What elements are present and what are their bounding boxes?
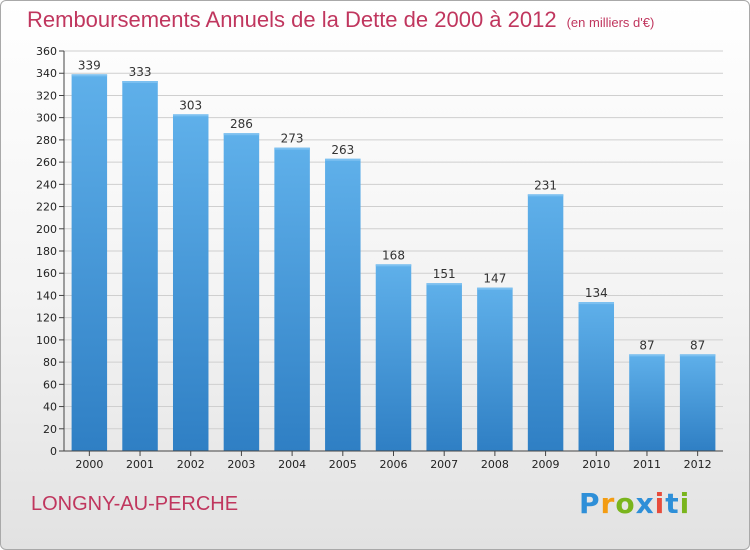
logo-letter: o xyxy=(615,487,636,520)
y-tick-label: 180 xyxy=(36,245,57,258)
x-tick-label: 2012 xyxy=(684,458,712,471)
value-label: 151 xyxy=(433,267,456,281)
value-label: 87 xyxy=(639,338,654,352)
value-label: 231 xyxy=(534,178,557,192)
y-tick-label: 280 xyxy=(36,134,57,147)
bar xyxy=(679,354,716,451)
y-tick-label: 300 xyxy=(36,112,57,125)
x-tick-label: 2008 xyxy=(481,458,509,471)
bar-top-highlight xyxy=(325,158,361,161)
bar xyxy=(325,158,361,451)
y-tick-label: 140 xyxy=(36,289,57,302)
bar xyxy=(477,287,513,451)
x-tick-label: 2003 xyxy=(227,458,255,471)
bar xyxy=(426,283,462,451)
bar xyxy=(578,302,615,451)
bar-top-highlight xyxy=(477,287,513,290)
y-tick-label: 240 xyxy=(36,178,57,191)
y-tick-label: 260 xyxy=(36,156,57,169)
logo-letter: i xyxy=(679,487,691,520)
bar-top-highlight xyxy=(71,74,108,77)
bar-top-highlight xyxy=(629,354,665,357)
y-tick-label: 80 xyxy=(43,356,57,369)
value-label: 147 xyxy=(483,272,506,286)
value-label: 168 xyxy=(382,248,405,262)
logo-letter: t xyxy=(665,487,680,520)
logo-letter: i xyxy=(654,487,666,520)
y-tick-label: 100 xyxy=(36,334,57,347)
y-tick-label: 40 xyxy=(43,401,57,414)
x-tick-label: 2007 xyxy=(430,458,458,471)
bar-top-highlight xyxy=(122,81,158,83)
value-label: 273 xyxy=(281,132,304,146)
value-label: 286 xyxy=(230,117,253,131)
y-tick-label: 20 xyxy=(43,423,57,436)
bars: 339 333 303 286 273 263 168 151 147 231 134 87 87 xyxy=(71,58,716,452)
x-tick-label: 2000 xyxy=(75,458,103,471)
chart-title: Remboursements Annuels de la Dette de 20… xyxy=(27,7,654,33)
title-text: Remboursements Annuels de la Dette de 20… xyxy=(27,7,557,32)
value-label: 134 xyxy=(585,286,608,300)
value-label: 263 xyxy=(331,143,354,157)
bar-top-highlight xyxy=(426,283,462,286)
y-tick-label: 320 xyxy=(36,89,57,102)
place-label: LONGNY-AU-PERCHE xyxy=(31,493,239,515)
logo-letter: x xyxy=(635,487,655,520)
bar xyxy=(375,264,412,451)
unit-label: (en milliers d'€) xyxy=(566,15,655,30)
logo-letter: r xyxy=(600,487,616,520)
y-tick-label: 0 xyxy=(50,445,57,458)
logo-letter: P xyxy=(579,487,601,520)
y-tick-label: 60 xyxy=(43,378,57,391)
bar xyxy=(71,74,108,451)
y-tick-label: 340 xyxy=(36,67,57,80)
bar xyxy=(122,81,158,451)
x-tick-label: 2011 xyxy=(633,458,661,471)
bar xyxy=(527,194,564,452)
x-tick-label: 2004 xyxy=(278,458,306,471)
value-label: 339 xyxy=(78,58,101,72)
value-label: 87 xyxy=(690,338,705,352)
x-tick-label: 2010 xyxy=(582,458,610,471)
x-tick-label: 2006 xyxy=(380,458,408,471)
bar-top-highlight xyxy=(274,147,310,150)
x-tick-label: 2009 xyxy=(532,458,560,471)
bar-top-highlight xyxy=(527,194,564,197)
bar xyxy=(172,114,209,451)
bar-top-highlight xyxy=(578,302,615,305)
bar xyxy=(629,354,665,451)
bar-top-highlight xyxy=(679,354,716,357)
y-tick-label: 200 xyxy=(36,223,57,236)
proxiti-logo: Proxiti xyxy=(579,487,690,520)
y-tick-label: 160 xyxy=(36,267,57,280)
bar-top-highlight xyxy=(172,114,209,117)
x-tick-label: 2005 xyxy=(329,458,357,471)
x-tick-label: 2002 xyxy=(177,458,205,471)
bar-top-highlight xyxy=(223,133,260,136)
y-tick-label: 360 xyxy=(36,45,57,58)
bar xyxy=(274,147,310,451)
value-label: 303 xyxy=(179,98,202,112)
axes: 0 20 40 60 80 100 120 140 160 180 200 220 240 260 280 3… xyxy=(36,45,723,471)
value-label: 333 xyxy=(129,65,152,79)
bar-top-highlight xyxy=(375,264,412,267)
y-tick-label: 220 xyxy=(36,201,57,214)
x-tick-label: 2001 xyxy=(126,458,154,471)
y-tick-label: 120 xyxy=(36,312,57,325)
bar xyxy=(223,133,260,451)
